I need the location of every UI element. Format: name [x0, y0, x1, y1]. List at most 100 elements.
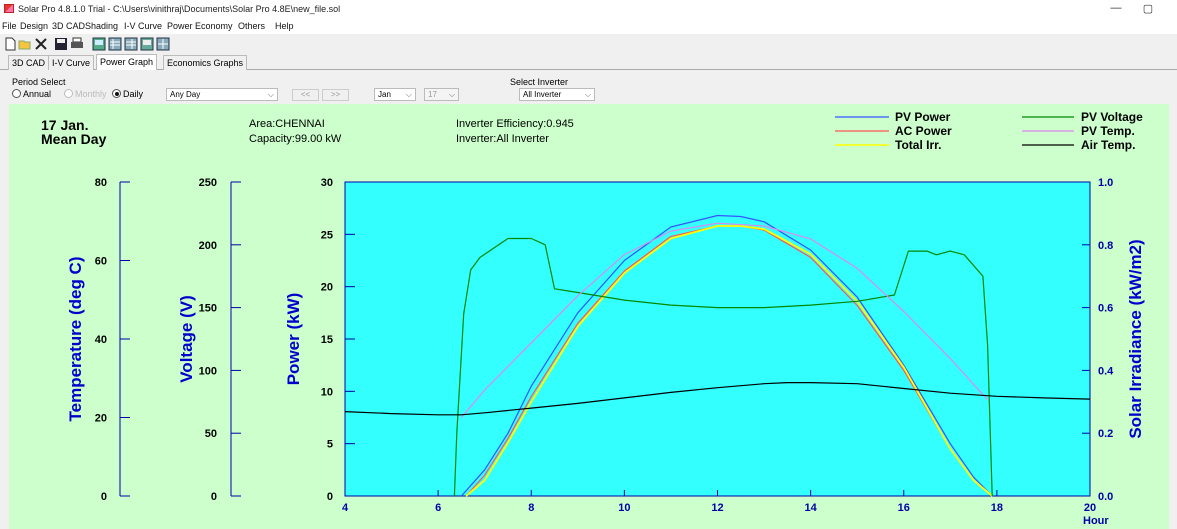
legend-air-temp: Air Temp.: [1081, 138, 1135, 152]
inverter-select[interactable]: All Inverter ⌵: [519, 88, 595, 101]
menu-design[interactable]: Design: [20, 21, 48, 31]
view3-icon[interactable]: [124, 37, 138, 51]
daily-radio[interactable]: [112, 89, 121, 98]
voltage-tick-label: 100: [199, 365, 217, 377]
temperature-tick-label: 60: [95, 256, 107, 268]
view2-icon[interactable]: [108, 37, 122, 51]
info-inverter: Inverter:All Inverter: [456, 133, 549, 145]
view1-icon[interactable]: [92, 37, 106, 51]
toolbar: [0, 34, 1177, 54]
info-area: Area:CHENNAI: [249, 118, 325, 130]
print-icon[interactable]: [70, 37, 84, 51]
power-chart: 17 Jan. Mean Day Area:CHENNAI Capacity:9…: [9, 104, 1169, 529]
menu-power[interactable]: Power: [167, 21, 193, 31]
annual-radio[interactable]: [12, 89, 21, 98]
app-icon: [4, 4, 14, 13]
power-tick-label: 0: [327, 491, 333, 503]
info-capacity: Capacity:99.00 kW: [249, 133, 342, 145]
day-number-select[interactable]: 17 ⌵: [424, 88, 459, 101]
irradiance-tick-label: 1.0: [1098, 177, 1113, 189]
temperature-tick-label: 20: [95, 413, 107, 425]
power-tick-label: 15: [321, 334, 333, 346]
menu-bar: File Design 3D CAD Shading I-V Curve Pow…: [0, 18, 1177, 34]
power-tick-label: 10: [321, 386, 333, 398]
power-tick-label: 30: [321, 177, 333, 189]
x-tick-label: 10: [618, 502, 630, 514]
x-axis-title: Hour: [1083, 515, 1109, 527]
menu-help[interactable]: Help: [275, 21, 294, 31]
x-tick-label: 4: [342, 502, 349, 514]
info-efficiency: Inverter Efficiency:0.945: [456, 118, 574, 130]
voltage-tick-label: 150: [199, 303, 217, 315]
legend-pv-temp: PV Temp.: [1081, 124, 1135, 138]
irradiance-tick-label: 0.0: [1098, 491, 1113, 503]
period-select-label: Period Select: [12, 77, 66, 87]
menu-file[interactable]: File: [2, 21, 17, 31]
power-tick-label: 25: [321, 229, 333, 241]
x-tick-label: 6: [435, 502, 441, 514]
menu-others[interactable]: Others: [238, 21, 265, 31]
irradiance-tick-label: 0.6: [1098, 303, 1113, 315]
view5-icon[interactable]: [156, 37, 170, 51]
irradiance-axis-title: Solar Irradiance (kW/m2): [1126, 239, 1145, 438]
x-tick-label: 12: [711, 502, 723, 514]
tab-3d-cad[interactable]: 3D CAD: [8, 55, 49, 70]
day-select[interactable]: Any Day ⌵: [166, 88, 278, 101]
restore-button[interactable]: ▢: [1137, 2, 1159, 15]
voltage-tick-label: 200: [199, 240, 217, 252]
tab-economics-graphs[interactable]: Economics Graphs: [163, 55, 247, 70]
legend-total-irr: Total Irr.: [895, 138, 941, 152]
window-title: Solar Pro 4.8.1.0 Trial - C:\Users\vinit…: [18, 4, 340, 14]
title-bar: Solar Pro 4.8.1.0 Trial - C:\Users\vinit…: [0, 0, 1177, 18]
irradiance-tick-label: 0.8: [1098, 240, 1113, 252]
next-button[interactable]: >>: [322, 89, 349, 101]
menu-iv-curve[interactable]: I-V Curve: [124, 21, 162, 31]
day-number-value: 17: [428, 90, 437, 99]
legend-pv-voltage: PV Voltage: [1081, 110, 1143, 124]
chevron-down-icon: ⌵: [268, 90, 274, 100]
power-tick-label: 5: [327, 439, 333, 451]
monthly-radio[interactable]: [64, 89, 73, 98]
temperature-tick-label: 40: [95, 334, 107, 346]
minimize-button[interactable]: —: [1105, 2, 1127, 14]
prev-button[interactable]: <<: [292, 89, 319, 101]
voltage-tick-label: 50: [205, 428, 217, 440]
x-tick-label: 14: [805, 502, 818, 514]
power-graph-panel: 17 Jan. Mean Day Area:CHENNAI Capacity:9…: [9, 104, 1169, 529]
new-icon[interactable]: [3, 37, 17, 51]
tab-power-graph[interactable]: Power Graph: [96, 54, 157, 70]
temperature-tick-label: 0: [101, 491, 107, 503]
power-tick-label: 20: [321, 282, 333, 294]
temperature-tick-label: 80: [95, 177, 107, 189]
view4-icon[interactable]: [140, 37, 154, 51]
power-axis-title: Power (kW): [284, 293, 303, 386]
voltage-axis-title: Voltage (V): [177, 295, 196, 383]
close-icon[interactable]: [34, 37, 48, 51]
x-tick-label: 18: [991, 502, 1003, 514]
x-tick-label: 20: [1084, 502, 1096, 514]
monthly-label: Monthly: [75, 89, 107, 99]
legend: PV Power AC Power Total Irr. PV Voltage …: [835, 110, 1143, 152]
x-tick-label: 16: [898, 502, 910, 514]
open-icon[interactable]: [18, 37, 32, 51]
info-day-type: Mean Day: [41, 131, 107, 147]
irradiance-tick-label: 0.4: [1098, 365, 1114, 377]
tab-iv-curve[interactable]: I-V Curve: [48, 55, 94, 70]
month-select[interactable]: Jan ⌵: [374, 88, 416, 101]
legend-pv-power: PV Power: [895, 110, 951, 124]
annual-label: Annual: [23, 89, 51, 99]
menu-3dcad[interactable]: 3D CAD: [52, 21, 85, 31]
menu-economy[interactable]: Economy: [195, 21, 233, 31]
save-icon[interactable]: [54, 37, 68, 51]
chevron-down-icon: ⌵: [585, 90, 591, 100]
temperature-axis-title: Temperature (deg C): [66, 257, 85, 422]
daily-label: Daily: [123, 89, 143, 99]
month-select-value: Jan: [378, 90, 391, 99]
legend-ac-power: AC Power: [895, 124, 952, 138]
inverter-select-value: All Inverter: [523, 90, 561, 99]
menu-shading[interactable]: Shading: [85, 21, 118, 31]
tab-strip: 3D CAD I-V Curve Power Graph Economics G…: [0, 54, 1177, 70]
select-inverter-label: Select Inverter: [510, 77, 568, 87]
irradiance-tick-label: 0.2: [1098, 428, 1113, 440]
chevron-down-icon: ⌵: [449, 90, 455, 100]
